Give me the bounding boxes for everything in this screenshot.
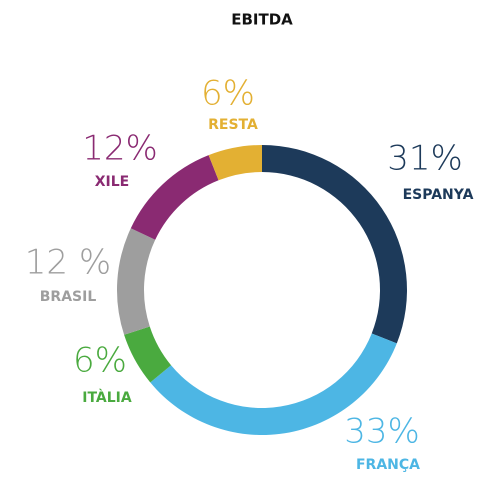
category-label: RESTA [208, 117, 258, 133]
category-label: XILE [95, 174, 130, 190]
donut-slice [208, 145, 262, 181]
donut-slice [150, 333, 397, 435]
category-label: ITÀLIA [82, 389, 132, 406]
value-label: 31% [387, 139, 463, 179]
donut-slice [124, 326, 172, 383]
value-label: 6% [201, 74, 255, 114]
donut-slice [130, 155, 219, 240]
category-label: FRANÇA [356, 457, 420, 473]
value-label: 33% [344, 412, 420, 452]
category-label: ESPANYA [403, 187, 474, 203]
chart-title: EBITDA [231, 11, 293, 29]
category-label: BRASIL [40, 289, 97, 305]
value-label: 6% [73, 341, 127, 381]
donut-slice [262, 145, 407, 344]
donut-slice [117, 228, 156, 335]
value-label: 12% [82, 129, 158, 169]
value-label: 12 % [25, 243, 111, 283]
